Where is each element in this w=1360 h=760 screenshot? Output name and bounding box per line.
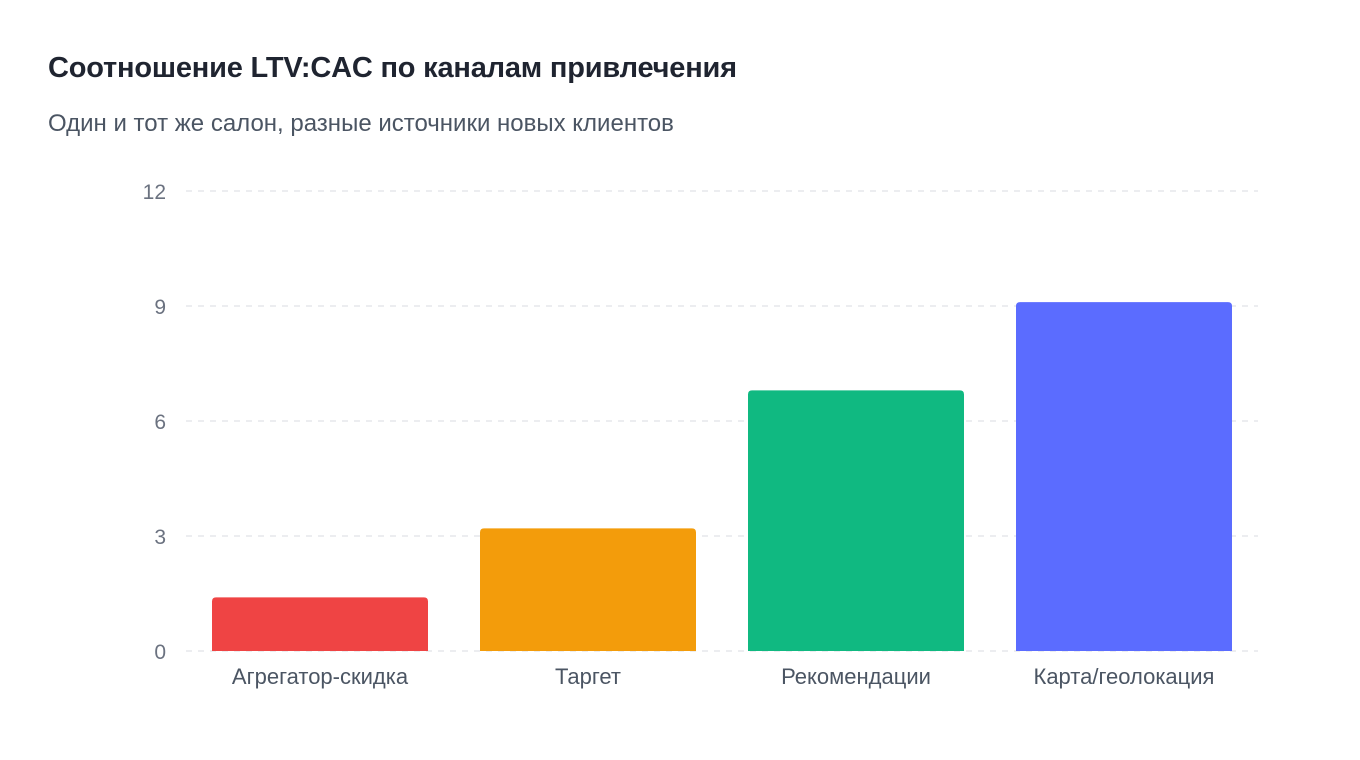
- bar-1: [480, 528, 696, 651]
- y-tick-label: 6: [154, 411, 166, 434]
- bars: [212, 302, 1232, 651]
- bar-2: [748, 390, 964, 651]
- y-tick-label: 9: [154, 296, 166, 319]
- x-category-label: Таргет: [555, 664, 621, 689]
- chart-title: Соотношение LTV:CAC по каналам привлечен…: [48, 52, 737, 84]
- y-tick-label: 3: [154, 526, 166, 549]
- bar-3: [1016, 302, 1232, 651]
- chart-subtitle: Один и тот же салон, разные источники но…: [48, 110, 674, 137]
- x-category-label: Рекомендации: [781, 664, 931, 689]
- y-axis-ticks: 0 3 6 9 12: [143, 181, 166, 664]
- y-tick-label: 0: [154, 641, 166, 664]
- x-category-label: Агрегатор-скидка: [232, 664, 409, 689]
- x-category-label: Карта/геолокация: [1034, 664, 1215, 689]
- bar-0: [212, 597, 428, 651]
- y-tick-label: 12: [143, 181, 166, 204]
- x-axis-labels: Агрегатор-скидка Таргет Рекомендации Карта/…: [232, 664, 1215, 689]
